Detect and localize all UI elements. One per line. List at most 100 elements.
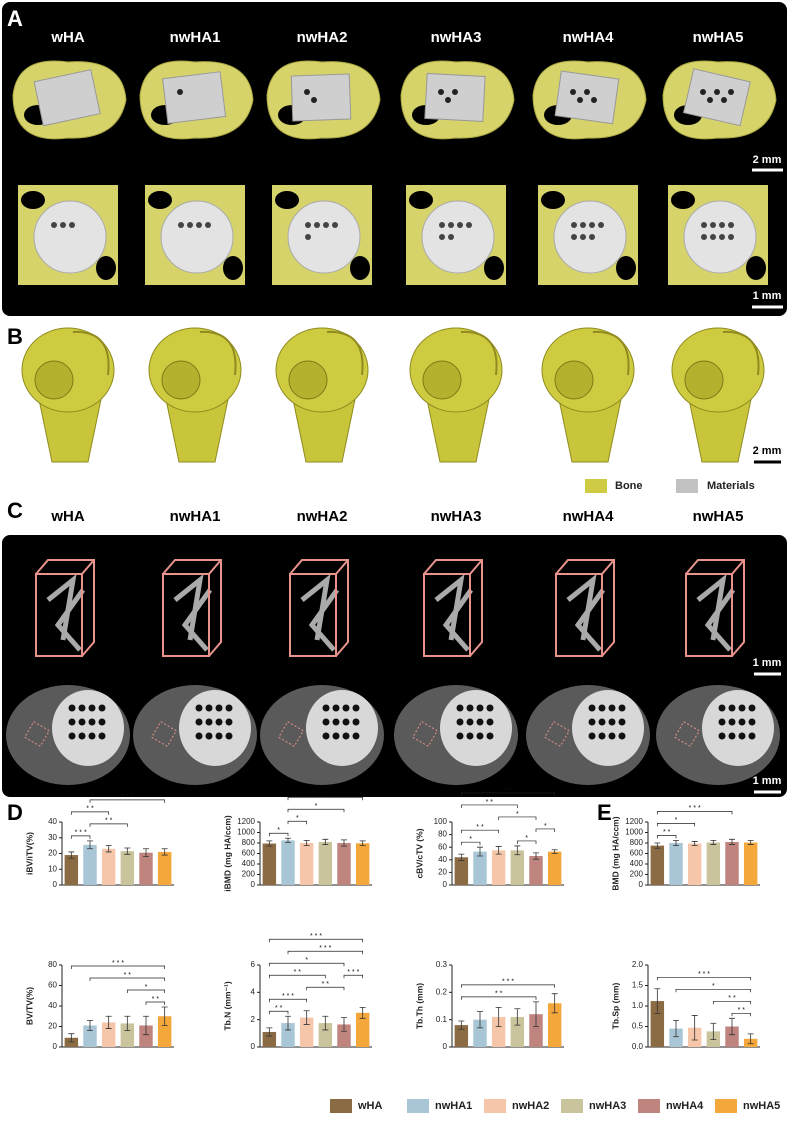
error-bar bbox=[551, 993, 558, 1014]
column-label: nwHA2 bbox=[297, 508, 348, 525]
pore bbox=[728, 704, 736, 712]
pore bbox=[205, 732, 213, 740]
legend-swatch bbox=[330, 1099, 352, 1113]
pore bbox=[51, 222, 57, 228]
error-bar bbox=[747, 839, 754, 845]
y-axis-label: BMD (mg HA/ccm) bbox=[610, 816, 620, 890]
error-bar bbox=[710, 839, 717, 845]
material-section bbox=[572, 690, 644, 766]
pore bbox=[456, 732, 464, 740]
pore bbox=[701, 234, 707, 240]
y-tick-label: 800 bbox=[242, 838, 256, 847]
y-tick-label: 0.1 bbox=[436, 1015, 448, 1024]
pore bbox=[476, 704, 484, 712]
material-section bbox=[306, 690, 378, 766]
significance-label: * * * bbox=[502, 979, 514, 986]
error-bar bbox=[341, 1017, 347, 1032]
pore bbox=[719, 234, 725, 240]
bone-hole bbox=[21, 191, 45, 209]
significance-bracket bbox=[268, 1010, 289, 1015]
significance-bracket bbox=[89, 977, 166, 982]
significance-bracket bbox=[498, 816, 537, 820]
defect bbox=[422, 360, 462, 400]
pore bbox=[322, 718, 330, 726]
pore bbox=[215, 732, 223, 740]
bar bbox=[687, 843, 702, 885]
significance-bracket bbox=[287, 796, 364, 801]
significance-bracket bbox=[675, 988, 752, 993]
panel-label: D bbox=[7, 800, 23, 825]
y-tick-label: 0 bbox=[443, 1042, 448, 1051]
bar bbox=[491, 850, 506, 885]
error-bar bbox=[514, 1008, 521, 1026]
y-tick-label: 1.0 bbox=[632, 1001, 644, 1010]
pore bbox=[215, 718, 223, 726]
error-bar bbox=[322, 1015, 329, 1031]
bar bbox=[281, 840, 295, 885]
pore bbox=[608, 704, 616, 712]
significance-label: * * bbox=[738, 1007, 746, 1014]
y-tick-label: 0 bbox=[443, 880, 448, 889]
bar bbox=[706, 842, 721, 885]
panel-label: B bbox=[7, 324, 23, 349]
bar bbox=[669, 1028, 683, 1047]
material-section bbox=[52, 690, 124, 766]
pore bbox=[598, 704, 606, 712]
significance-bracket bbox=[70, 835, 91, 839]
error-bar bbox=[477, 1011, 483, 1029]
significance-label: * * bbox=[105, 818, 113, 825]
significance-bracket bbox=[287, 950, 364, 955]
y-tick-label: 0.2 bbox=[436, 987, 448, 996]
pore bbox=[225, 718, 233, 726]
legend-label: nwHA4 bbox=[666, 1100, 704, 1112]
roi-marker bbox=[674, 721, 700, 747]
error-bar bbox=[495, 1006, 502, 1027]
y-tick-label: 800 bbox=[630, 838, 644, 847]
pore bbox=[748, 704, 756, 712]
pore bbox=[718, 704, 726, 712]
significance-bracket bbox=[268, 998, 308, 1003]
pore bbox=[448, 234, 454, 240]
y-tick-label: 2 bbox=[251, 1015, 256, 1024]
bar bbox=[139, 1025, 153, 1047]
pore bbox=[588, 732, 596, 740]
significance-bracket bbox=[89, 823, 128, 827]
y-tick-label: 10 bbox=[48, 864, 57, 873]
pore bbox=[476, 718, 484, 726]
bar bbox=[101, 848, 116, 885]
column-label: wHA bbox=[50, 508, 85, 525]
y-tick-label: 600 bbox=[630, 849, 644, 858]
significance-label: * bbox=[324, 791, 327, 798]
pore bbox=[589, 234, 595, 240]
significance-label: * * bbox=[495, 991, 503, 998]
pore bbox=[598, 718, 606, 726]
pore bbox=[728, 234, 734, 240]
pore bbox=[608, 718, 616, 726]
legend-swatch bbox=[561, 1099, 583, 1113]
trabecular-structure bbox=[46, 573, 86, 652]
bone-ridge bbox=[326, 330, 364, 376]
material-section bbox=[33, 200, 107, 274]
y-tick-label: 0 bbox=[53, 880, 58, 889]
bar bbox=[510, 1016, 525, 1047]
pore bbox=[466, 222, 472, 228]
roi-box bbox=[423, 573, 471, 657]
bar bbox=[120, 1023, 135, 1047]
error-bar bbox=[654, 842, 661, 849]
y-axis-label: Tb.Sp (mm) bbox=[610, 982, 620, 1029]
significance-label: * * bbox=[476, 824, 484, 831]
pore bbox=[225, 732, 233, 740]
pore bbox=[580, 234, 586, 240]
significance-bracket bbox=[268, 832, 289, 837]
pore bbox=[738, 718, 746, 726]
significance-bracket bbox=[460, 792, 556, 796]
pore bbox=[342, 704, 350, 712]
trabecular-structure bbox=[434, 573, 474, 652]
y-tick-label: 4 bbox=[251, 987, 256, 996]
error-bar bbox=[729, 1017, 735, 1036]
pore bbox=[68, 732, 76, 740]
material-section bbox=[287, 200, 361, 274]
bar bbox=[64, 1037, 79, 1047]
significance-label: * bbox=[469, 836, 472, 843]
error-bar bbox=[673, 1019, 679, 1038]
